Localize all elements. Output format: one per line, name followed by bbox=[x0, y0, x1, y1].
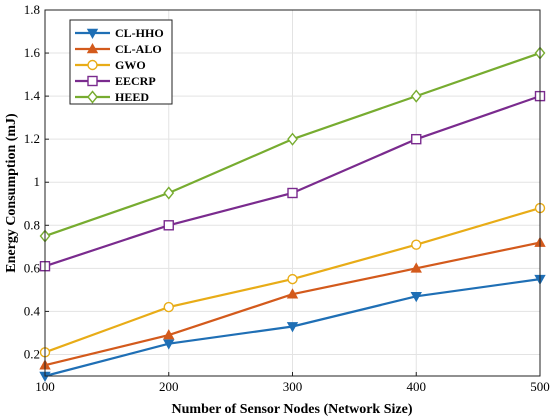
legend-label: GWO bbox=[115, 58, 146, 72]
legend-entry-eecrp: EECRP bbox=[75, 74, 156, 88]
y-tick-label: 0.8 bbox=[24, 217, 40, 232]
legend-entry-cl-alo: CL-ALO bbox=[75, 42, 162, 56]
legend-label: EECRP bbox=[115, 74, 156, 88]
y-tick-label: 1 bbox=[34, 174, 41, 189]
x-tick-labels: 100 200 300 400 500 bbox=[35, 379, 550, 394]
y-tick-label: 0.6 bbox=[24, 260, 41, 275]
y-tick-label: 0.4 bbox=[24, 303, 41, 318]
plot-frame bbox=[44, 9, 541, 377]
legend-marker-cl-alo bbox=[86, 43, 99, 54]
series-cl-alo bbox=[39, 236, 546, 370]
legend-label: HEED bbox=[115, 90, 149, 104]
legend-label: CL-HHO bbox=[115, 26, 164, 40]
x-tick-label: 500 bbox=[530, 379, 550, 394]
data-point-eecrp bbox=[163, 220, 174, 231]
legend-entry-gwo: GWO bbox=[75, 58, 146, 72]
y-tick-label: 0.2 bbox=[24, 346, 40, 361]
data-point-eecrp bbox=[287, 187, 298, 199]
legend-entry-heed: HEED bbox=[75, 90, 149, 104]
y-axis-label: Energy Consumption (mJ) bbox=[4, 113, 19, 273]
data-point-cl-alo bbox=[410, 262, 422, 273]
y-tick-label: 1.6 bbox=[24, 45, 41, 60]
legend-label: CL-ALO bbox=[115, 42, 162, 56]
legend-marker-cl-hho bbox=[86, 28, 99, 39]
x-axis-label: Number of Sensor Nodes (Network Size) bbox=[172, 402, 413, 417]
y-tick-label: 1.2 bbox=[24, 131, 40, 146]
data-point-cl-alo bbox=[163, 329, 175, 340]
data-point-cl-hho bbox=[286, 322, 299, 333]
data-point-heed bbox=[163, 186, 175, 200]
data-point-heed bbox=[287, 132, 298, 146]
data-point-eecrp bbox=[411, 133, 422, 145]
data-point-gwo bbox=[287, 273, 298, 285]
legend-entry-cl-hho: CL-HHO bbox=[75, 26, 164, 40]
data-point-heed bbox=[410, 89, 422, 103]
data-point-cl-alo bbox=[286, 288, 299, 299]
x-tick-label: 300 bbox=[283, 379, 303, 394]
legend-marker-heed bbox=[87, 90, 98, 104]
y-tick-labels: 0.2 0.4 0.6 0.8 1 1.2 1.4 1.6 1.8 bbox=[24, 2, 41, 361]
x-tick-label: 100 bbox=[35, 379, 55, 394]
data-point-cl-hho bbox=[410, 292, 422, 303]
legend: CL-HHO CL-ALO GWO EECRP HEED bbox=[69, 19, 173, 105]
y-tick-label: 1.4 bbox=[24, 88, 41, 103]
data-point-gwo bbox=[163, 301, 174, 313]
data-point-gwo bbox=[411, 239, 422, 250]
y-tick-label: 1.8 bbox=[24, 2, 40, 17]
legend-marker-gwo bbox=[87, 59, 98, 71]
x-tick-label: 200 bbox=[159, 379, 179, 394]
data-point-cl-hho bbox=[163, 339, 175, 350]
legend-marker-eecrp bbox=[87, 75, 98, 87]
x-tick-label: 400 bbox=[407, 379, 427, 394]
